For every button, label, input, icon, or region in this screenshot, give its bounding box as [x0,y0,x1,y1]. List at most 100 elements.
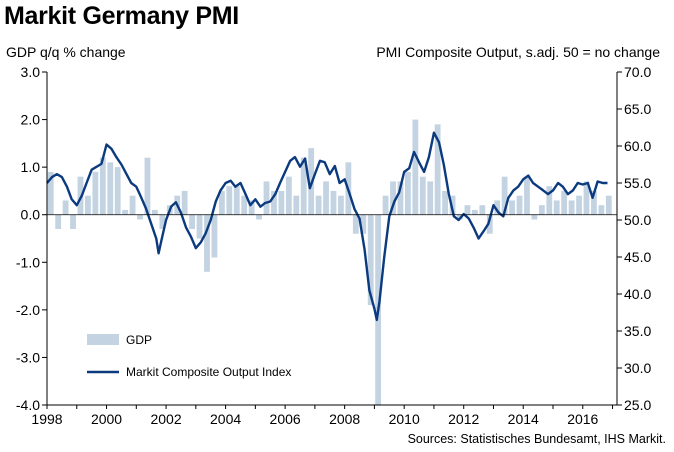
gdp-bar [568,200,575,215]
gdp-bar [211,214,218,258]
x-tick-label: 2006 [270,411,301,427]
legend: GDP Markit Composite Output Index [87,333,291,379]
gdp-bar [241,195,248,215]
gdp-bar [226,186,233,215]
source-note: Sources: Statistisches Bundesamt, IHS Ma… [407,432,666,446]
gdp-bar [434,124,441,215]
legend-gdp-swatch [87,334,119,345]
left-tick-label: -4.0 [16,397,40,413]
gdp-bar [122,209,129,215]
gdp-bar [405,171,411,215]
gdp-bar [352,214,359,234]
left-tick-label: 1.0 [21,159,41,175]
gdp-bar [390,181,396,215]
right-axis-caption: PMI Composite Output, s.adj. 50 = no cha… [376,44,660,60]
gdp-bar [501,176,508,215]
gdp-bar [524,176,530,215]
gdp-bar [189,214,195,229]
pmi-line [46,131,608,322]
gdp-bar [330,190,337,215]
gdp-bar [114,167,121,215]
gdp-bar [576,195,582,215]
gdp-bar [315,195,322,215]
left-tick-label: 2.0 [21,112,41,128]
gdp-bar [107,162,114,215]
gdp-bar [62,200,69,215]
gdp-bar [218,190,225,215]
gdp-bar [248,200,255,215]
gdp-bar [471,209,478,215]
x-tick-label: 2012 [448,411,479,427]
gdp-bar [553,200,560,215]
gdp-bar [382,195,389,215]
gdp-bar [300,157,307,215]
gdp-bar [546,186,553,215]
left-tick-label: 3.0 [21,64,41,80]
gdp-bar [323,181,329,215]
right-tick-label: 65.0 [624,101,651,117]
right-tick-label: 55.0 [624,175,651,191]
gdp-bar [360,214,367,234]
gdp-bar [442,190,448,215]
gdp-bar [494,200,501,215]
left-tick-label: -3.0 [16,349,40,365]
gdp-bars [47,119,612,405]
gdp-bar [47,171,54,215]
legend-gdp-label: GDP [126,333,152,347]
gdp-bar [285,176,292,215]
x-tick-label: 1998 [31,411,62,427]
gdp-bar [605,195,612,215]
legend-pmi-label: Markit Composite Output Index [126,365,291,379]
right-tick-label: 45.0 [624,249,651,265]
right-tick-label: 35.0 [624,323,651,339]
gdp-bar [338,195,344,215]
gdp-bar [263,181,270,215]
gdp-bar [412,119,419,215]
chart-title: Markit Germany PMI [4,2,239,30]
gdp-bar [531,214,538,220]
pmi-line-group [46,131,608,322]
right-tick-label: 50.0 [624,212,651,228]
left-axis-caption: GDP q/q % change [6,44,126,60]
left-tick-label: -2.0 [16,302,40,318]
gdp-bar [233,186,240,215]
gdp-bar [137,214,143,220]
gdp-bar [479,205,486,215]
gdp-bar [181,190,188,215]
gdp-bar [561,190,568,215]
gdp-bar [278,190,285,215]
x-tick-label: 2008 [329,411,360,427]
gdp-bar [293,195,300,215]
gdp-bar [152,209,158,215]
x-tick-label: 2014 [508,411,539,427]
gdp-bar [196,214,203,239]
gdp-bar [419,176,426,215]
gdp-bar [144,157,151,215]
gdp-bar [159,214,166,229]
gdp-bar [538,205,545,215]
x-tick-label: 2016 [567,411,598,427]
gdp-bar [204,214,210,272]
x-tick-label: 2002 [150,411,181,427]
gdp-bar [397,181,404,215]
gdp-bar [583,181,590,215]
gdp-bar [427,181,434,215]
gdp-bar [509,200,515,215]
gdp-bar [516,195,523,215]
gdp-bar [85,195,91,215]
gdp-bar [129,195,136,215]
gdp-bar [92,171,99,215]
gdp-bar [464,205,471,215]
x-tick-label: 2010 [389,411,420,427]
gdp-bar [367,214,374,306]
x-tick-label: 2004 [210,411,241,427]
gdp-bar [598,205,605,215]
gdp-bar [70,214,76,229]
left-tick-label: -1.0 [16,254,40,270]
gdp-bar [256,214,262,220]
right-tick-label: 30.0 [624,360,651,376]
axes: 3.0 2.0 1.0 0.0 -1.0 -2.0 -3.0 -4.0 70.0 65.0 60.0… [16,64,652,427]
gdp-bar [271,190,277,215]
left-tick-label: 0.0 [21,207,41,223]
